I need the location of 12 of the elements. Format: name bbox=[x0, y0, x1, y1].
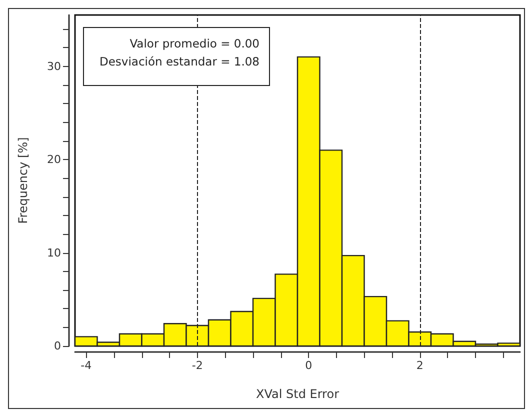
annotation: Valor promedio = 0.00 bbox=[130, 36, 260, 50]
y-tick-label: 20 bbox=[47, 153, 61, 166]
y-tick-label: 30 bbox=[47, 60, 61, 73]
x-tick-label: -4 bbox=[80, 359, 92, 372]
x-axis-title: XVal Std Error bbox=[256, 387, 340, 401]
annotation: Desviación estandar = 1.08 bbox=[99, 54, 260, 68]
x-tick-label: -2 bbox=[192, 359, 203, 372]
x-tick-label: 2 bbox=[416, 359, 424, 372]
y-axis-title: Frequency [%] bbox=[16, 137, 30, 224]
y-tick-label: 10 bbox=[47, 246, 61, 260]
x-tick-label: 0 bbox=[305, 359, 312, 372]
y-tick-label: 0 bbox=[54, 340, 61, 352]
